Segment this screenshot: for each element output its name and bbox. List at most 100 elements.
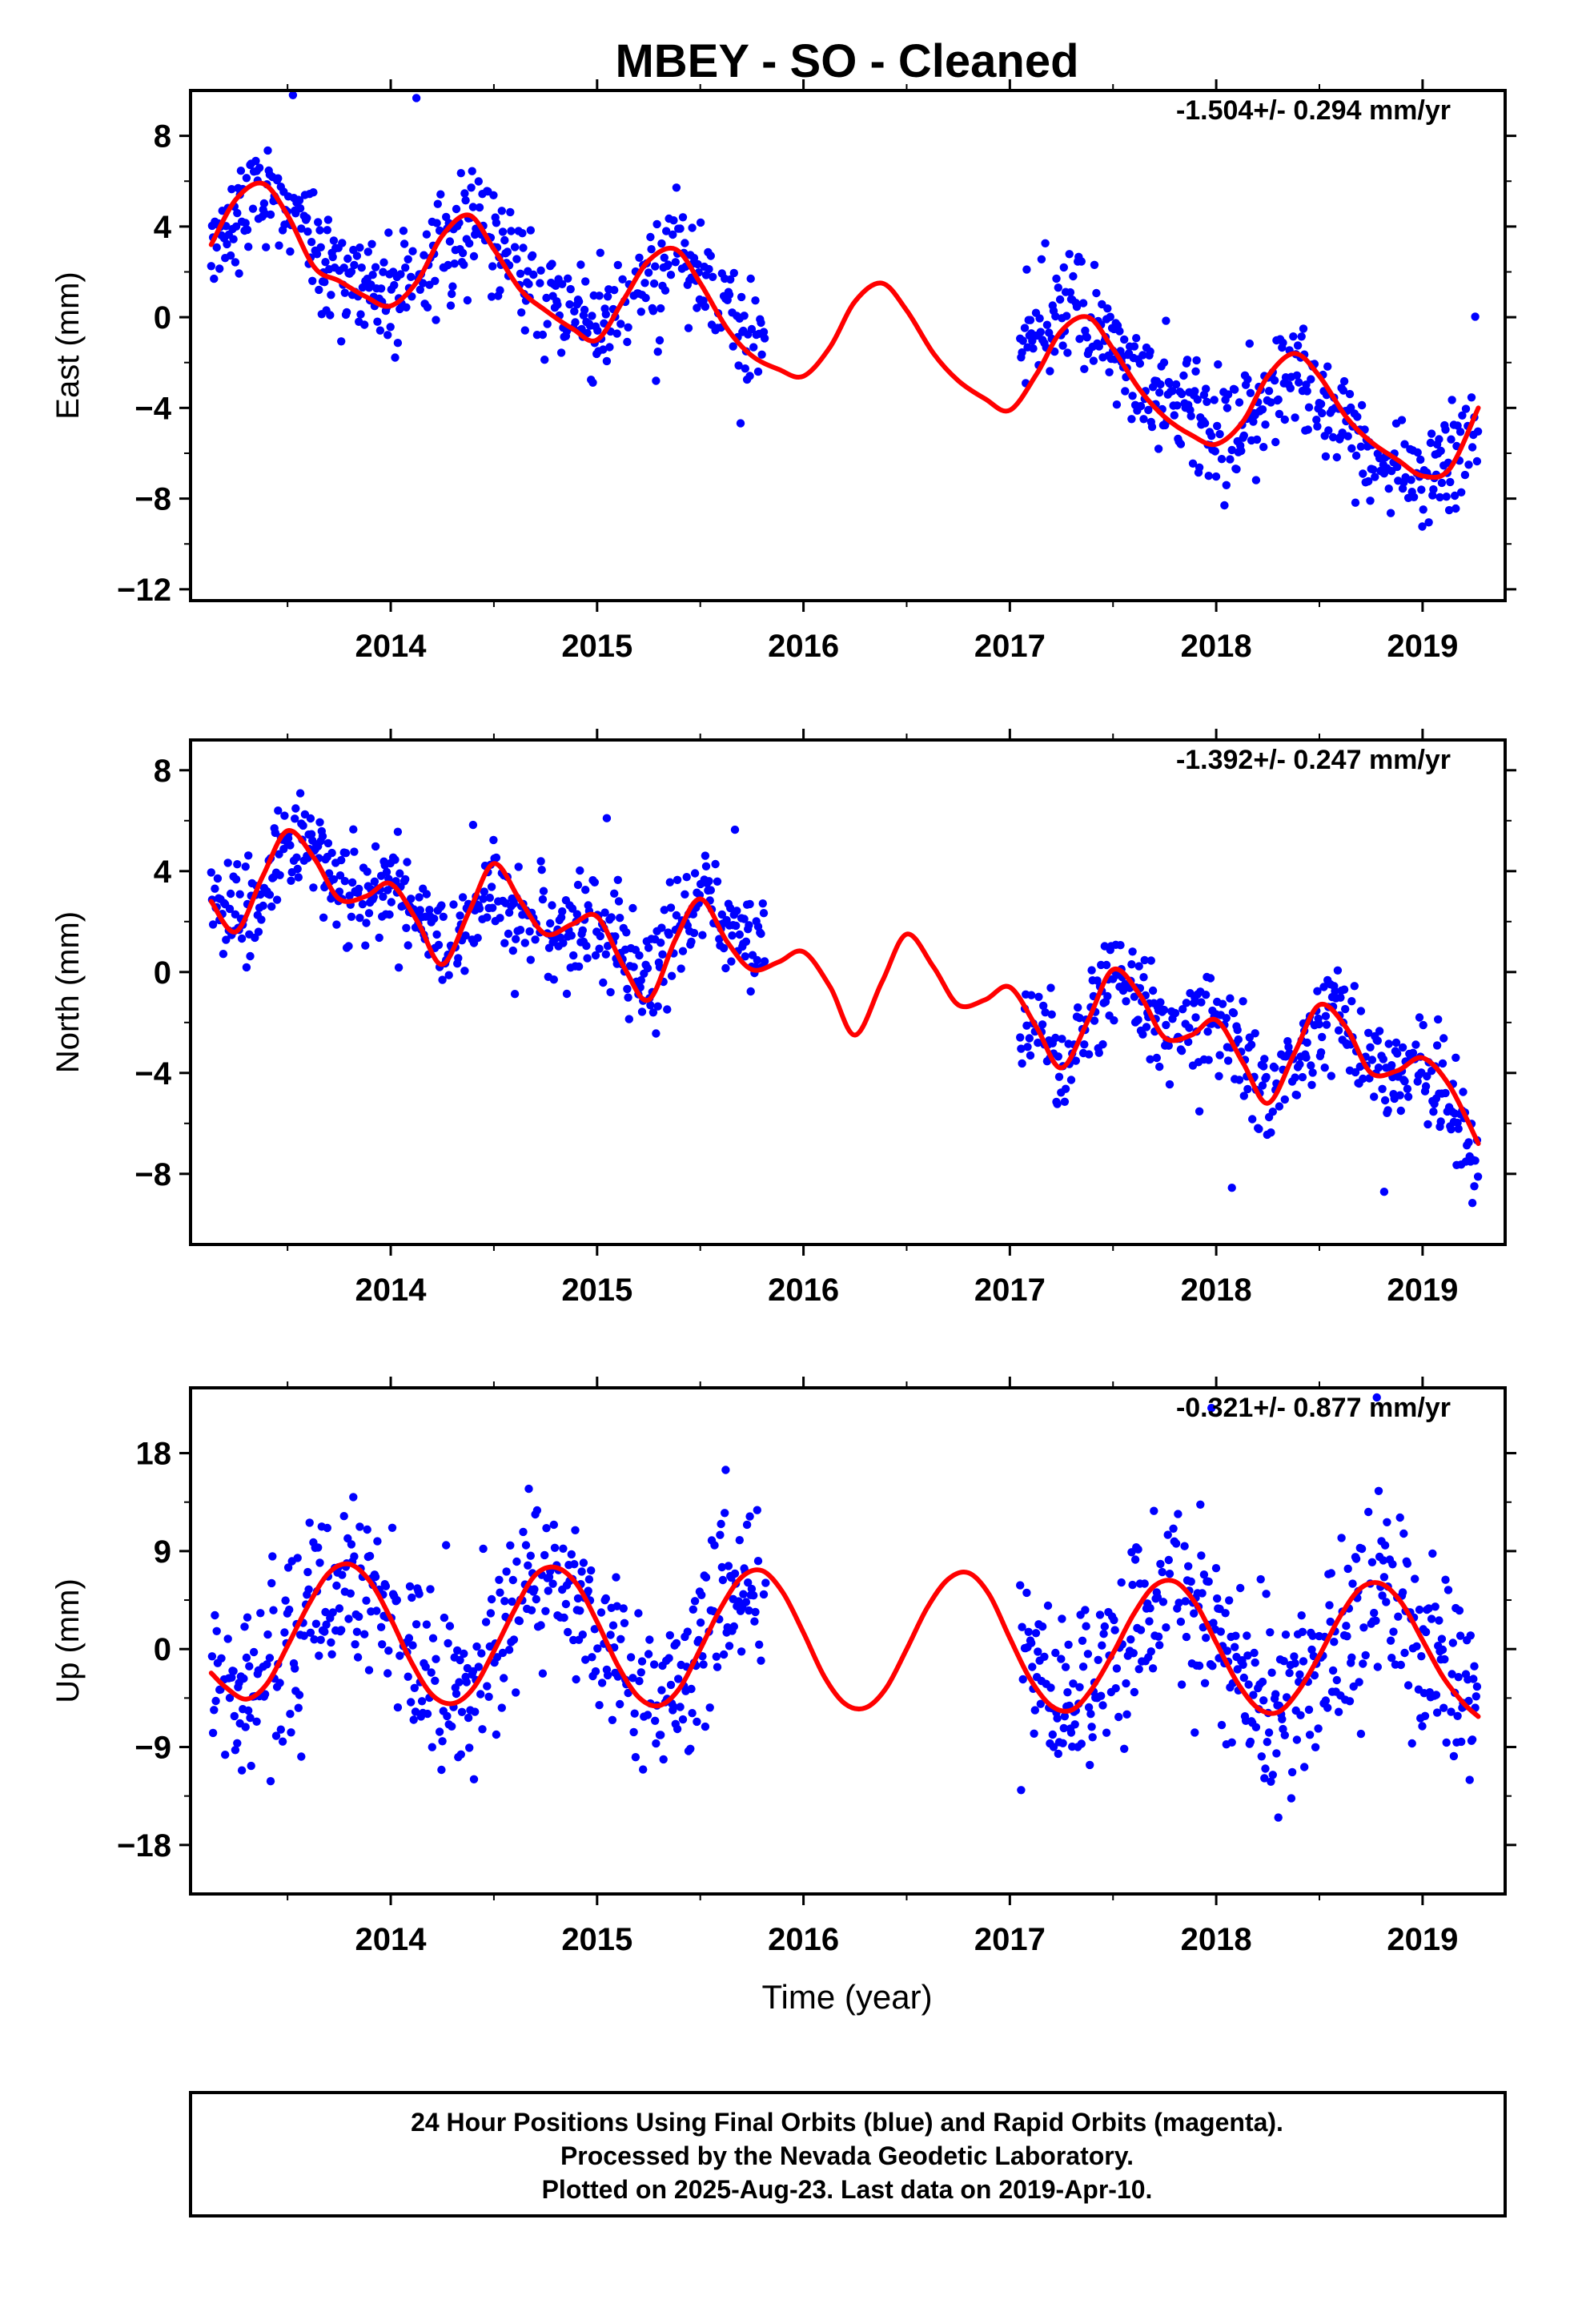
north-data-point xyxy=(1177,1047,1186,1055)
north-data-point xyxy=(257,915,266,924)
north-data-point xyxy=(1341,1004,1350,1014)
north-data-point xyxy=(1384,1039,1393,1048)
up-data-point xyxy=(1342,1622,1351,1630)
up-data-point xyxy=(337,1626,346,1634)
north-data-point xyxy=(715,935,724,943)
up-data-point xyxy=(479,1544,488,1554)
north-data-point xyxy=(666,903,676,912)
east-data-point xyxy=(656,304,665,313)
east-data-point xyxy=(1424,518,1433,527)
up-data-point xyxy=(457,1707,467,1716)
north-data-point xyxy=(293,864,302,874)
east-data-point xyxy=(517,308,526,317)
east-data-point xyxy=(1435,493,1444,502)
up-data-point xyxy=(500,1674,508,1683)
east-data-point xyxy=(595,292,604,300)
north-data-point xyxy=(1122,997,1130,1006)
up-y-tick-label: −18 xyxy=(117,1828,171,1864)
north-data-point xyxy=(646,1001,655,1010)
east-data-point xyxy=(461,196,470,205)
north-data-point xyxy=(1215,1072,1223,1081)
north-data-point xyxy=(1215,1051,1224,1059)
up-data-point xyxy=(208,1728,218,1738)
north-data-point xyxy=(292,853,301,862)
up-data-point xyxy=(1367,1558,1377,1567)
east-data-point xyxy=(596,248,604,257)
up-data-point xyxy=(588,1653,596,1662)
up-data-point xyxy=(239,1674,248,1683)
up-data-point xyxy=(1378,1591,1387,1600)
north-data-point xyxy=(1084,1050,1094,1059)
north-data-point xyxy=(1356,1007,1366,1015)
up-data-point xyxy=(690,1597,700,1606)
up-data-point xyxy=(1355,1678,1363,1687)
up-data-point xyxy=(328,1608,337,1617)
north-data-point xyxy=(1302,1053,1311,1062)
east-data-point xyxy=(1082,333,1092,342)
up-data-point xyxy=(1447,1670,1456,1679)
north-data-point xyxy=(1365,1074,1374,1083)
east-data-point xyxy=(662,227,671,235)
north-data-point xyxy=(231,910,240,919)
east-data-point xyxy=(352,251,362,260)
north-data-point xyxy=(562,989,572,999)
east-data-point xyxy=(339,263,348,272)
up-data-point xyxy=(1174,1510,1182,1518)
east-data-point xyxy=(671,258,680,267)
up-data-point xyxy=(263,1630,272,1639)
north-plot-frame xyxy=(189,738,1507,1246)
east-data-point xyxy=(295,204,305,213)
east-data-point xyxy=(624,323,632,332)
north-data-point xyxy=(1454,1124,1463,1133)
up-data-point xyxy=(1099,1630,1108,1638)
up-data-point xyxy=(721,1466,730,1474)
east-data-point xyxy=(571,318,580,327)
north-data-point xyxy=(500,939,509,947)
up-data-point xyxy=(1435,1616,1443,1625)
up-data-point xyxy=(460,1649,468,1659)
east-data-point xyxy=(1384,485,1393,493)
north-data-point xyxy=(1419,1020,1427,1030)
up-data-point xyxy=(1100,1622,1110,1631)
up-data-point xyxy=(408,1593,416,1602)
up-data-point xyxy=(268,1552,277,1561)
north-data-point xyxy=(306,814,315,823)
north-data-point xyxy=(1222,1014,1231,1023)
east-plot-frame xyxy=(189,89,1507,602)
up-data-point xyxy=(1432,1708,1442,1717)
up-data-point xyxy=(456,1655,464,1665)
north-data-point xyxy=(653,1002,662,1011)
east-data-point xyxy=(309,188,318,197)
east-data-point xyxy=(243,225,252,235)
east-x-tick-label: 2017 xyxy=(974,629,1046,664)
east-data-point xyxy=(678,213,688,222)
east-data-point xyxy=(749,343,758,352)
up-data-point xyxy=(1030,1729,1038,1738)
east-data-point xyxy=(1112,400,1122,409)
east-data-point xyxy=(709,272,717,281)
up-data-point xyxy=(1470,1662,1479,1671)
north-data-point xyxy=(591,951,600,960)
up-data-point xyxy=(701,1722,710,1731)
north-data-point xyxy=(1336,993,1345,1002)
up-data-point xyxy=(724,1562,733,1570)
up-data-point xyxy=(1134,1545,1142,1554)
east-data-point xyxy=(1200,419,1210,428)
north-data-point xyxy=(1146,1055,1154,1064)
east-data-point xyxy=(1020,324,1030,332)
up-data-point xyxy=(1075,1683,1084,1691)
east-data-point xyxy=(602,356,612,366)
east-data-point xyxy=(396,270,405,279)
north-data-point xyxy=(1423,1120,1432,1129)
east-data-point xyxy=(1351,451,1361,460)
up-data-point xyxy=(407,1698,416,1707)
up-data-point xyxy=(1120,1744,1129,1753)
up-data-point xyxy=(500,1597,509,1606)
up-data-point xyxy=(1304,1705,1314,1715)
east-data-point xyxy=(248,204,258,213)
north-data-point xyxy=(287,876,295,886)
east-data-point xyxy=(1210,396,1219,404)
up-data-point xyxy=(452,1689,461,1699)
east-data-point xyxy=(1232,464,1241,474)
east-data-point xyxy=(320,278,329,287)
